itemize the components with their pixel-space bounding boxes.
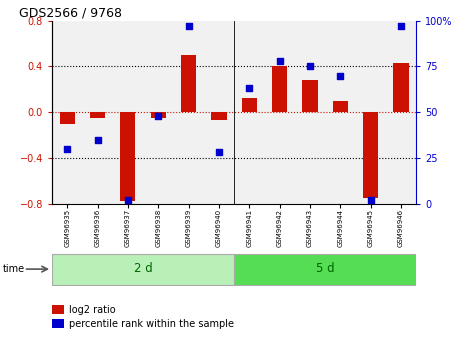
Bar — [234, 21, 264, 204]
Point — [215, 150, 223, 155]
Bar — [120, 112, 135, 201]
Bar — [272, 66, 287, 112]
Point — [185, 23, 193, 29]
Point — [94, 137, 101, 142]
Point — [63, 146, 71, 151]
Bar — [143, 21, 174, 204]
Bar — [242, 98, 257, 112]
Bar — [264, 21, 295, 204]
Point — [276, 58, 283, 64]
Bar — [394, 63, 409, 112]
Bar — [52, 21, 82, 204]
Text: 2 d: 2 d — [134, 262, 152, 275]
Text: time: time — [2, 264, 25, 274]
Text: 5 d: 5 d — [316, 262, 334, 275]
Bar — [151, 112, 166, 118]
Point — [337, 73, 344, 78]
Text: GDS2566 / 9768: GDS2566 / 9768 — [19, 7, 122, 20]
Point — [306, 63, 314, 69]
Bar — [386, 21, 416, 204]
Bar — [333, 101, 348, 112]
Bar — [82, 21, 113, 204]
Point — [397, 23, 405, 29]
Bar — [363, 112, 378, 198]
Bar — [325, 21, 356, 204]
Bar — [181, 55, 196, 112]
Text: percentile rank within the sample: percentile rank within the sample — [69, 319, 234, 328]
Point — [124, 197, 131, 203]
Bar — [356, 21, 386, 204]
Bar — [295, 21, 325, 204]
Bar — [52, 254, 234, 285]
Bar — [113, 21, 143, 204]
Bar — [302, 80, 317, 112]
Point — [155, 113, 162, 119]
Bar — [60, 112, 75, 124]
Bar — [211, 112, 227, 120]
Point — [245, 86, 253, 91]
Bar — [90, 112, 105, 118]
Bar — [234, 254, 416, 285]
Point — [367, 197, 375, 203]
Bar — [174, 21, 204, 204]
Bar — [204, 21, 234, 204]
Text: log2 ratio: log2 ratio — [69, 305, 115, 315]
